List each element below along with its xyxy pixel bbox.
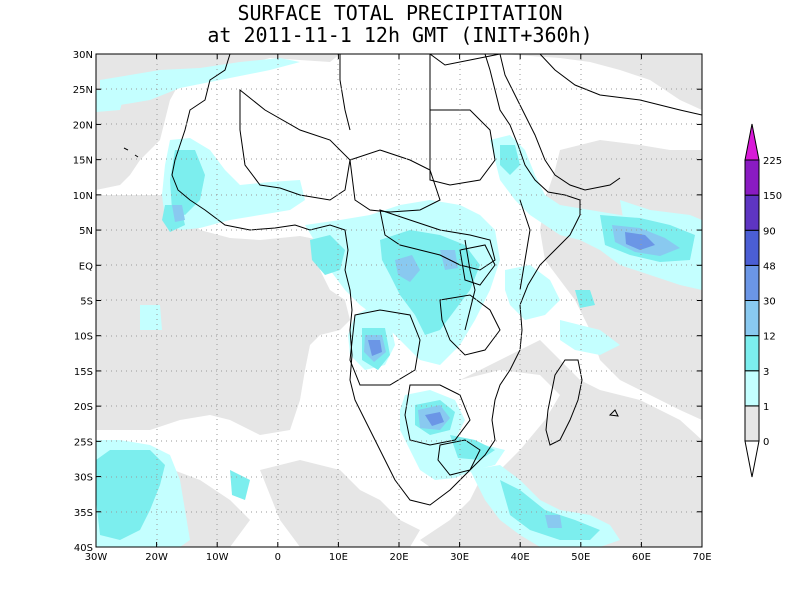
y-tick-label: 35S (74, 508, 93, 519)
colorbar-label: 48 (763, 261, 776, 272)
y-tick-label: 5N (79, 226, 93, 237)
colorbar-label: 90 (763, 226, 776, 237)
y-tick-label: 20N (73, 120, 93, 131)
y-tick-label: 40S (74, 543, 93, 554)
colorbar-label: 225 (763, 156, 782, 167)
colorbar-min-triangle (744, 440, 760, 478)
colorbar-swatch (744, 370, 760, 407)
y-tick-label: 5S (80, 297, 93, 308)
y-tick-label: 25S (74, 437, 93, 448)
colorbar-label: 12 (763, 332, 776, 343)
axis-ticks: 30N 25N 20N 15N 10N 5N EQ 5S 10S 15S 20S 25S 30S 35S 4… (73, 50, 712, 563)
y-tick-label: 15S (74, 367, 93, 378)
x-tick-label: 20W (145, 552, 168, 563)
coastlines (123, 54, 702, 506)
y-tick-label: 15N (73, 156, 93, 167)
colorbar-label: 150 (763, 191, 782, 202)
colorbar-label: 30 (763, 297, 776, 308)
y-tick-label: 25N (73, 85, 93, 96)
y-tick-label: 30N (73, 50, 93, 61)
colorbar-swatch (744, 335, 760, 372)
y-tick-label: EQ (79, 261, 93, 272)
colorbar-swatch (744, 264, 760, 301)
x-tick-label: 10W (206, 552, 229, 563)
x-tick-label: 70E (692, 552, 711, 563)
colorbar-swatch (744, 159, 760, 196)
colorbar-label: 1 (763, 402, 769, 413)
x-tick-label: 30E (450, 552, 469, 563)
y-tick-label: 20S (74, 402, 93, 413)
colorbar-max-triangle (744, 123, 760, 161)
colorbar: 0 1 3 12 30 48 90 150 225 (744, 123, 782, 478)
y-tick-label: 10N (73, 191, 93, 202)
x-tick-label: 20E (389, 552, 408, 563)
x-tick-label: 30W (85, 552, 108, 563)
x-tick-label: 10E (329, 552, 348, 563)
colorbar-label: 0 (763, 437, 769, 448)
map-title: SURFACE TOTAL PRECIPITATION (237, 1, 563, 25)
y-tick-label: 10S (74, 332, 93, 343)
colorbar-swatch (744, 229, 760, 266)
x-tick-label: 50E (571, 552, 590, 563)
colorbar-label: 3 (763, 367, 769, 378)
colorbar-swatch (744, 405, 760, 442)
x-tick-label: 0 (275, 552, 281, 563)
precip-band-30-48 (368, 232, 655, 426)
map-subtitle: at 2011-11-1 12h GMT (INIT+360h) (207, 23, 593, 47)
x-tick-label: 60E (632, 552, 651, 563)
colorbar-swatch (744, 194, 760, 231)
colorbar-swatch (744, 300, 760, 337)
y-tick-label: 30S (74, 473, 93, 484)
graticule (96, 54, 702, 547)
x-tick-label: 40E (511, 552, 530, 563)
